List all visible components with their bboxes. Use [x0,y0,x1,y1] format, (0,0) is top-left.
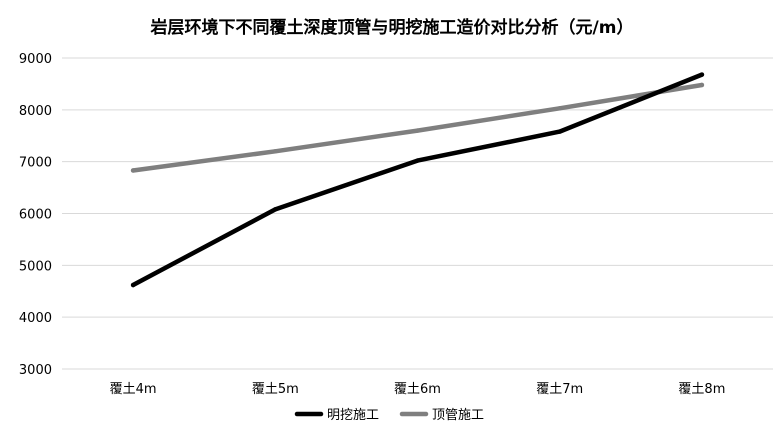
x-tick-label: 覆土6m [394,382,441,397]
y-tick-label: 9000 [19,52,52,67]
data-point [415,158,420,163]
y-tick-label: 7000 [19,156,52,171]
series-line-0 [130,72,705,288]
data-point [557,106,562,111]
data-point [557,129,562,134]
y-tick-label: 3000 [19,363,52,378]
data-point [273,149,278,154]
x-tick-label: 覆土4m [110,382,157,397]
y-tick-label: 4000 [19,311,52,326]
y-tick-label: 5000 [19,259,52,274]
legend-label: 明挖施工 [327,408,379,423]
data-point [699,82,705,88]
data-point [415,128,420,133]
legend: 明挖施工 顶管施工 [294,408,484,423]
y-tick-label: 6000 [19,208,52,223]
y-tick-label: 8000 [19,104,52,119]
y-axis-ticks: 3000 4000 5000 6000 7000 8000 9000 [19,52,52,378]
x-tick-label: 覆土7m [536,382,583,397]
x-tick-label: 覆土8m [678,382,725,397]
chart-title: 岩层环境下不同覆土深度顶管与明挖施工造价对比分析（元/m） [150,17,634,38]
data-point [130,168,136,173]
series-line-1 [130,82,705,173]
grid-lines [62,57,773,370]
data-point [130,282,136,288]
series-lines [130,72,705,288]
x-tick-label: 覆土5m [252,382,299,397]
x-axis-ticks: 覆土4m 覆土5m 覆土6m 覆土7m 覆土8m [110,382,726,397]
data-point [273,207,278,212]
legend-label: 顶管施工 [432,408,484,423]
data-point [699,72,705,77]
